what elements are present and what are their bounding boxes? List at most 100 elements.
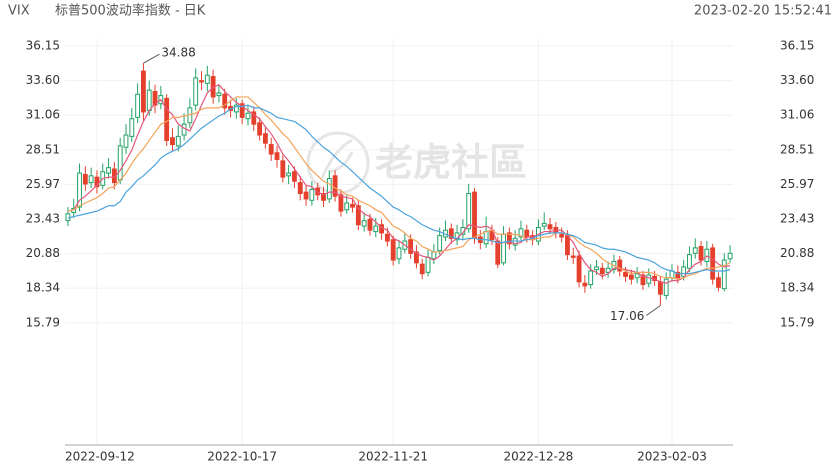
watermark-logo [306,131,370,195]
candle-body [692,247,698,254]
candle-body [506,232,512,245]
candle-body [466,192,472,230]
candle-body [251,111,257,125]
candle-body [628,274,634,280]
candle-body [355,205,361,226]
candle-body [326,178,332,200]
candle-body [129,118,135,137]
candle-body [425,256,431,273]
symbol: VIX [8,4,30,19]
candle-body [721,259,727,290]
candle-body [594,266,599,271]
y-tick-label-right: 23.43 [780,211,814,225]
candle-body [280,160,286,178]
candle-body [199,80,204,83]
y-tick-label-right: 20.88 [780,246,814,260]
candle-body [431,251,437,260]
candle-body [239,103,245,118]
candle-body [582,282,588,287]
candle-body [321,192,326,201]
y-tick-label: 20.88 [26,246,60,260]
candle-body [716,277,721,288]
candle-body [448,228,454,239]
candle-body [344,202,350,211]
candle-body [541,222,547,227]
candle-body [117,145,123,181]
candle-body [599,267,605,275]
candle-body [82,173,88,185]
annotation-leader [646,305,661,316]
moving-average-line [67,96,731,280]
candle-body [373,225,379,233]
candle-body [663,278,669,296]
candle-body [704,248,710,262]
candle-body [634,273,640,279]
y-tick-label-right: 18.34 [780,281,814,295]
y-tick-label: 36.15 [26,38,60,52]
candle-body [123,134,129,148]
candle-body [727,252,733,260]
moving-average-line [67,104,731,275]
candle-body [245,112,251,120]
candle-body [512,237,518,246]
y-tick-label: 23.43 [26,211,60,225]
y-tick-label: 25.97 [26,177,60,191]
candle-body [309,188,315,201]
candle-body [390,239,396,261]
candle-body [605,267,611,273]
candle-body [646,274,652,284]
candle-body [94,176,100,188]
candle-body [623,271,628,277]
candle-body [152,91,158,106]
y-tick-label-right: 28.51 [780,142,814,156]
candle-body [216,92,222,97]
candle-body [106,167,111,174]
candle-body [640,274,646,286]
candle-body [472,191,477,239]
candle-body [495,240,501,265]
candle-body [350,203,355,208]
instrument-name: 标普500波动率指数 - 日K [55,3,206,19]
watermark-text: 老虎社區 [375,141,527,185]
candle-body [501,233,506,264]
candle-body [135,93,141,118]
candle-body [170,137,175,146]
y-tick-label-right: 31.06 [780,108,814,122]
candle-body [437,235,443,252]
candle-body [565,235,570,256]
candle-body [204,74,210,84]
candle-body [408,239,414,254]
x-tick-label: 2023-02-03 [637,450,707,464]
y-tick-label: 31.06 [26,108,60,122]
y-tick-label-right: 33.60 [780,73,814,87]
y-tick-label: 18.34 [26,281,60,295]
watermark: 老虎社區 [306,131,527,195]
candle-body [193,77,199,106]
x-tick-label: 2022-11-21 [358,450,428,464]
y-tick-label: 15.79 [26,315,60,329]
candle-body [88,175,94,184]
candle-body [518,228,524,238]
candle-body [274,152,280,160]
candle-body [233,104,239,113]
max-annotation: 34.88 [161,46,195,60]
y-tick-label: 28.51 [26,142,60,156]
candle-body [396,247,402,260]
candle-body [710,247,716,280]
candle-body [257,122,263,136]
candle-body [414,251,419,264]
candle-body [222,93,228,109]
y-tick-label-right: 36.15 [780,38,814,52]
x-tick-label: 2022-10-17 [207,450,277,464]
candle-body [262,133,268,144]
candle-body [698,246,704,261]
x-tick-label: 2022-12-28 [504,450,574,464]
candle-body [175,135,181,147]
candle-body [146,89,152,112]
y-tick-label-right: 15.79 [780,315,814,329]
candle-body [292,171,297,182]
candle-body [681,266,687,277]
timestamp: 2023-02-20 15:52:41 [694,4,832,19]
x-tick-label: 2022-09-12 [65,450,135,464]
